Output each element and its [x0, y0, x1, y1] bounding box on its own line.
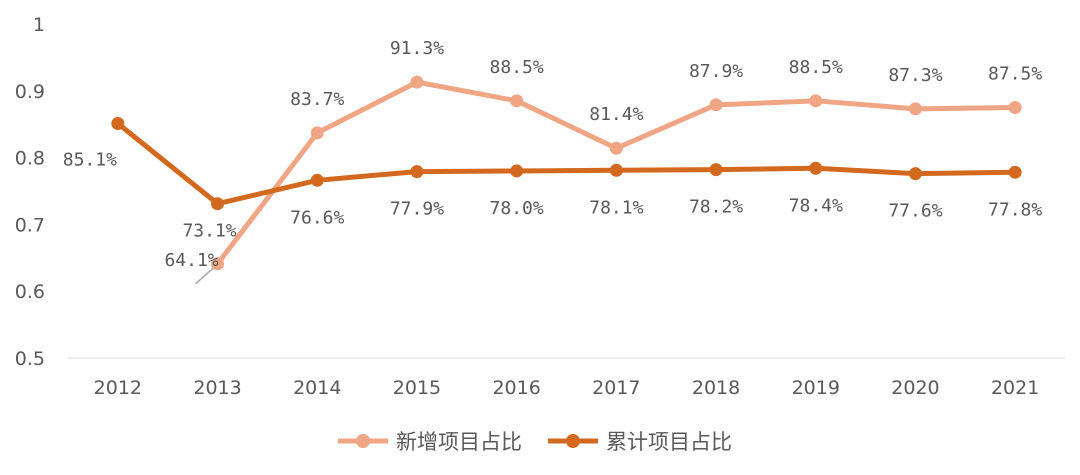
- data-label: 73.1%: [182, 221, 236, 242]
- legend-swatch-marker: [356, 434, 370, 448]
- data-point: [510, 164, 524, 178]
- series-line-2: [116, 121, 1016, 207]
- data-label: 77.9%: [390, 199, 444, 220]
- data-label: 83.7%: [290, 89, 344, 110]
- data-label: 78.2%: [689, 197, 743, 218]
- data-point: [609, 163, 623, 177]
- y-tick-label: 0.7: [15, 214, 45, 236]
- data-label: 78.1%: [589, 197, 643, 218]
- y-tick-label: 0.6: [15, 281, 45, 303]
- data-label: 78.4%: [789, 195, 843, 216]
- data-point: [709, 163, 723, 177]
- data-point: [809, 94, 823, 108]
- y-tick-label: 0.9: [15, 81, 45, 103]
- x-tick-label: 2017: [592, 377, 640, 399]
- data-label: 64.1%: [164, 250, 218, 271]
- data-point: [1008, 101, 1022, 114]
- x-tick-label: 2019: [792, 377, 840, 399]
- y-tick-label: 1: [33, 14, 45, 36]
- x-tick-label: 2015: [393, 377, 441, 399]
- data-label: 87.9%: [689, 61, 743, 82]
- x-tick-label: 2012: [94, 377, 142, 399]
- x-tick-label: 2018: [692, 377, 740, 399]
- data-point: [211, 257, 225, 271]
- x-tick-label: 2014: [293, 377, 341, 399]
- data-point: [609, 141, 623, 155]
- data-label: 88.5%: [490, 57, 544, 78]
- data-label: 77.8%: [988, 199, 1042, 220]
- legend-swatch-marker: [566, 434, 580, 448]
- data-point: [310, 173, 324, 187]
- label-leader-line: [195, 267, 215, 285]
- data-label: 87.5%: [988, 64, 1042, 85]
- x-tick-label: 2013: [193, 377, 241, 399]
- data-point: [1008, 165, 1022, 179]
- data-label: 76.6%: [290, 207, 344, 228]
- data-point: [809, 161, 823, 175]
- data-point: [908, 167, 922, 181]
- data-label: 85.1%: [63, 150, 117, 171]
- data-point: [510, 94, 524, 108]
- data-label: 81.4%: [589, 104, 643, 125]
- data-point: [310, 126, 324, 140]
- data-point: [709, 98, 723, 112]
- y-tick-label: 0.8: [15, 148, 45, 170]
- data-label: 91.3%: [390, 38, 444, 59]
- x-tick-label: 2016: [492, 377, 540, 399]
- y-tick-label: 0.5: [15, 348, 45, 370]
- data-label: 88.5%: [789, 57, 843, 78]
- legend-label: 累计项目占比: [606, 430, 732, 454]
- data-point: [211, 197, 225, 211]
- data-label: 77.6%: [888, 201, 942, 222]
- data-point: [111, 117, 125, 131]
- legend-label: 新增项目占比: [396, 430, 522, 454]
- data-point: [410, 75, 424, 89]
- data-point: [908, 102, 922, 116]
- data-point: [410, 165, 424, 179]
- x-tick-label: 2021: [991, 377, 1039, 399]
- data-label: 78.0%: [490, 198, 544, 219]
- data-label: 87.3%: [888, 65, 942, 86]
- x-tick-label: 2020: [891, 377, 939, 399]
